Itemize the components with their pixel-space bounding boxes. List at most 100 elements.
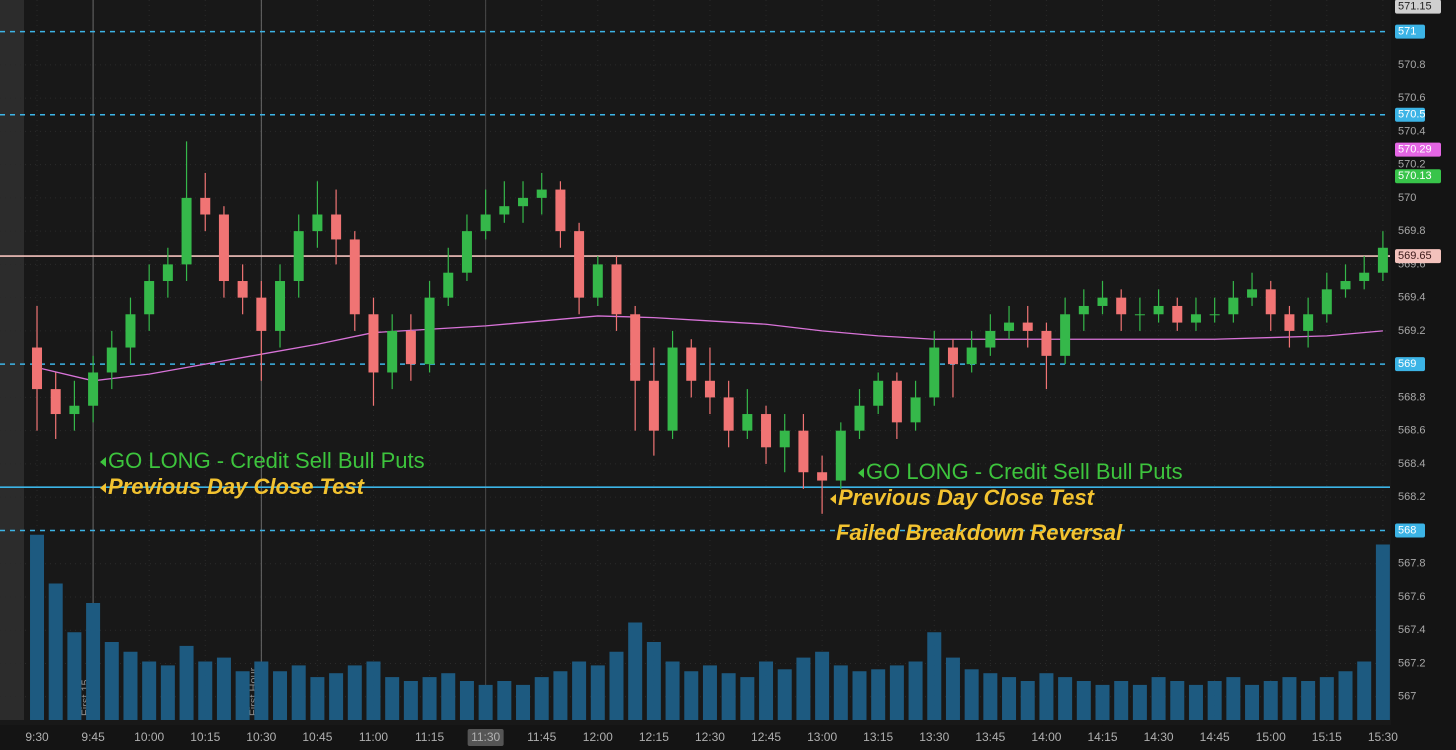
y-tick-label: 567.6 xyxy=(1398,591,1426,603)
level-tag xyxy=(1395,24,1425,39)
x-tick-label: 9:45 xyxy=(81,730,105,744)
volume-bar xyxy=(403,681,418,720)
y-tick-label: 570.6 xyxy=(1398,92,1426,104)
volume-bar xyxy=(86,603,101,720)
volume-bar xyxy=(815,651,830,720)
volume-bar xyxy=(1375,544,1390,720)
candle-body xyxy=(405,330,416,365)
candle-body xyxy=(424,297,435,365)
candle-body xyxy=(237,281,248,298)
x-tick-label: 10:00 xyxy=(134,730,164,744)
y-tick-label: 569.8 xyxy=(1398,225,1426,237)
volume-bar xyxy=(908,661,923,720)
volume-bar xyxy=(478,684,493,720)
candle-body xyxy=(218,214,229,282)
candle-body xyxy=(200,197,211,215)
candle-body xyxy=(1303,314,1314,331)
volume-bar xyxy=(366,661,381,720)
x-tick-label: 13:30 xyxy=(919,730,949,744)
volume-bar xyxy=(198,661,213,720)
price-tag xyxy=(1395,142,1441,157)
candle-body xyxy=(966,347,977,365)
candle-body xyxy=(181,197,192,265)
candle-body xyxy=(1340,281,1351,290)
candle-body xyxy=(761,414,772,448)
candle-body xyxy=(817,472,828,481)
y-tick-label: 570.2 xyxy=(1398,159,1426,171)
candle-body xyxy=(461,231,472,273)
price-tag xyxy=(1395,169,1441,184)
volume-bar xyxy=(1020,681,1035,720)
candle-body xyxy=(910,397,921,423)
volume-bar xyxy=(1301,681,1316,720)
volume-bar xyxy=(441,673,456,720)
candle-body xyxy=(1284,314,1295,331)
volume-bar xyxy=(497,681,512,720)
candle-body xyxy=(1321,289,1332,315)
candle-body xyxy=(891,380,902,423)
premarket-shade xyxy=(0,0,25,720)
volume-bar xyxy=(702,665,717,720)
volume-bar xyxy=(628,622,643,720)
annotation: Previous Day Close Test xyxy=(838,485,1096,510)
candle-body xyxy=(704,380,715,398)
volume-bar xyxy=(216,657,231,720)
annotation-arrow xyxy=(830,494,836,504)
annotation: GO LONG - Credit Sell Bull Puts xyxy=(866,459,1183,484)
volume-bar xyxy=(30,534,45,720)
y-tick-label: 568.6 xyxy=(1398,425,1426,437)
x-tick-label: 12:30 xyxy=(695,730,725,744)
volume-bar xyxy=(777,669,792,720)
x-tick-label: 11:00 xyxy=(359,730,388,744)
volume-bar xyxy=(534,677,549,720)
candle-body xyxy=(1097,297,1108,306)
candle-body xyxy=(518,197,529,207)
volume-bar xyxy=(964,669,979,720)
candle-body xyxy=(1041,330,1052,356)
price-tag xyxy=(1395,0,1441,14)
x-tick-label: 12:45 xyxy=(751,730,781,744)
candle-body xyxy=(592,264,603,298)
y-tick-label: 567 xyxy=(1398,691,1416,703)
candle-body xyxy=(742,414,753,431)
candle-body xyxy=(312,214,323,232)
y-tick-label: 567.2 xyxy=(1398,657,1426,669)
volume-bar xyxy=(422,677,437,720)
level-tag xyxy=(1395,249,1441,264)
volume-bar xyxy=(459,681,474,720)
candle-body xyxy=(798,430,809,473)
candle-body xyxy=(873,380,884,406)
volume-bar xyxy=(852,671,867,720)
volume-bar xyxy=(1170,681,1185,720)
annotation: Failed Breakdown Reversal xyxy=(836,520,1123,545)
y-tick-label: 568.4 xyxy=(1398,458,1426,470)
candle-body xyxy=(1359,272,1370,282)
volume-bar xyxy=(1132,684,1147,720)
y-tick-label: 569.4 xyxy=(1398,292,1426,304)
volume-bar xyxy=(796,657,811,720)
candle-body xyxy=(1190,314,1201,323)
price-tag-label: 570.13 xyxy=(1398,170,1432,182)
volume-bar xyxy=(945,657,960,720)
annotation-arrow xyxy=(100,483,106,493)
candle-body xyxy=(125,314,136,348)
x-tick-label: 13:00 xyxy=(807,730,837,744)
volume-bar xyxy=(123,651,138,720)
volume-bar xyxy=(1338,671,1353,720)
volume-bar xyxy=(273,671,288,720)
candle-body xyxy=(1153,305,1164,315)
candle-body xyxy=(985,330,996,348)
volume-bar xyxy=(759,661,774,720)
volume-bar xyxy=(235,671,250,720)
x-tick-label: 14:00 xyxy=(1031,730,1061,744)
volume-bar xyxy=(1076,681,1091,720)
candle-body xyxy=(144,281,155,315)
level-tag-label: 569 xyxy=(1398,358,1416,370)
volume-bar xyxy=(1095,684,1110,720)
volume-bar xyxy=(67,632,82,720)
volume-bar xyxy=(721,673,736,720)
candle-body xyxy=(630,314,641,381)
candle-body xyxy=(50,389,61,415)
candle-body xyxy=(1078,305,1089,315)
